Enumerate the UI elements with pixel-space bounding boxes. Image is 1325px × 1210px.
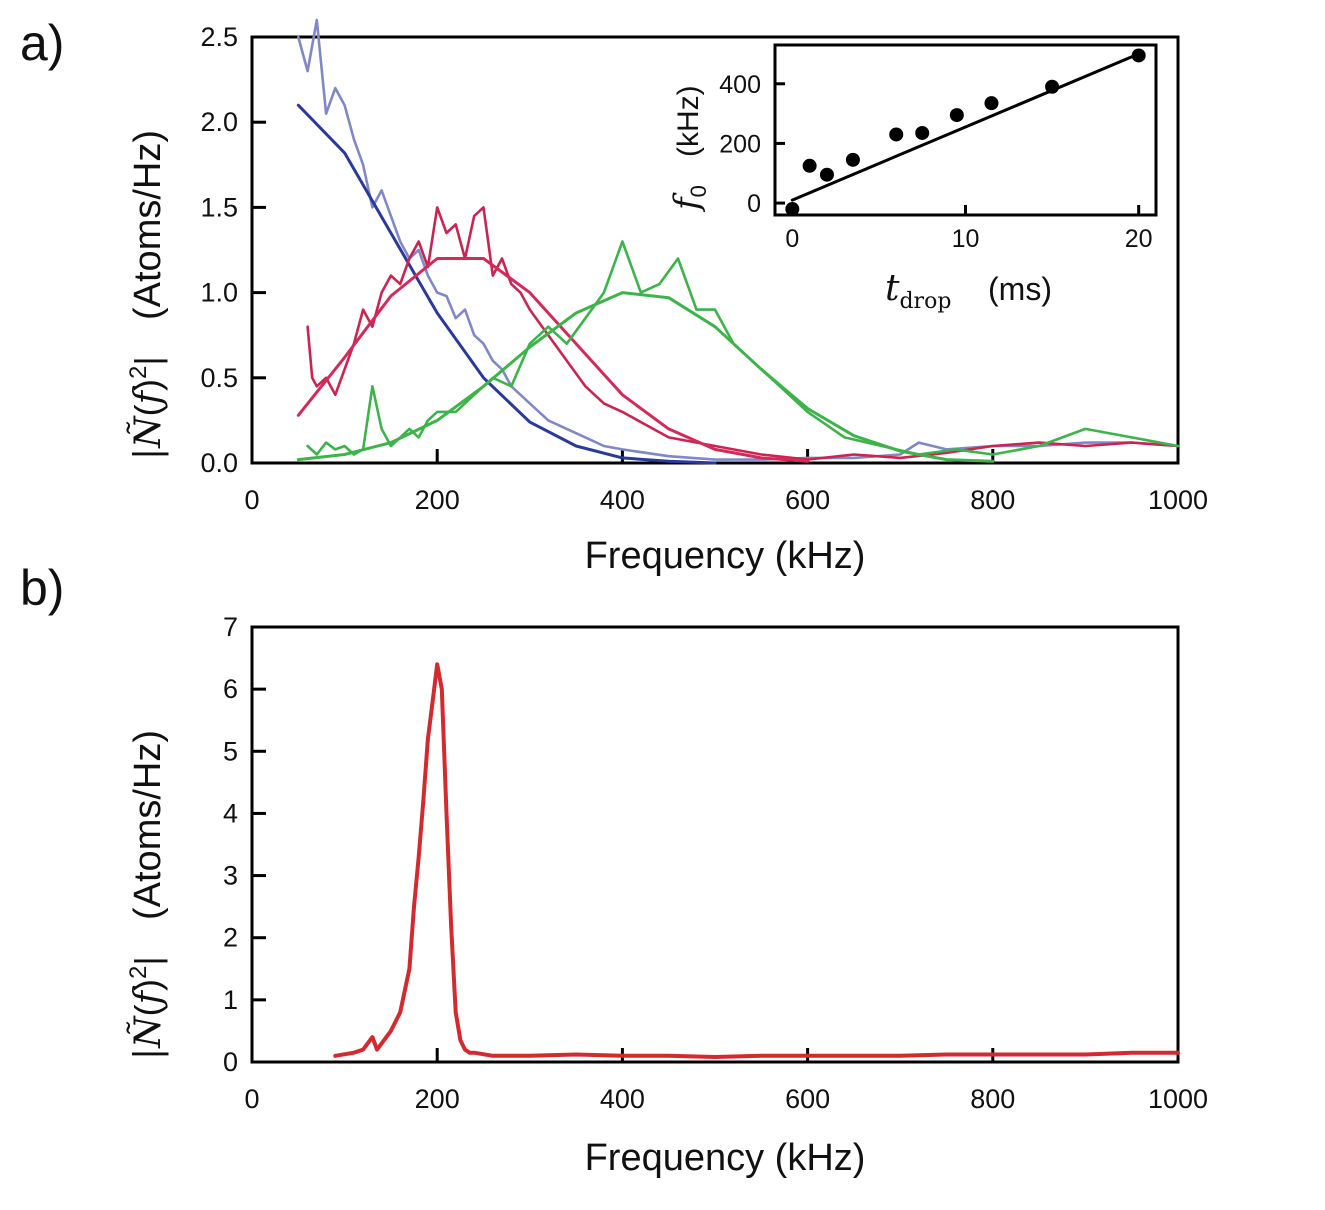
panel-b-xtick-label: 1000 <box>1148 1084 1208 1114</box>
panel-a-ytick-label: 0.0 <box>200 448 238 478</box>
panel-a-ylabel-math: |Ñ(f)2| <box>125 356 169 460</box>
inset-ylabel-math: f0 <box>667 185 711 213</box>
panel-a-red-data-line <box>306 206 1180 461</box>
panel-a-ytick-label: 2.0 <box>200 107 238 137</box>
inset-ylabel-unit: (kHz) <box>672 85 705 157</box>
inset-data-point <box>984 96 999 111</box>
panel-b-ytick-label: 7 <box>223 612 238 642</box>
panel-a-xtick-label: 1000 <box>1148 485 1208 515</box>
inset-data-point <box>845 152 860 167</box>
inset-data-point <box>785 202 800 217</box>
panel-b-ticks: 0 200 400 600 800 1000 0 1 2 3 4 5 6 7 <box>223 612 1208 1114</box>
inset-data-point <box>1131 48 1146 63</box>
panel-a-ytick-label: 1.5 <box>200 192 238 222</box>
panel-a-ytick-label: 1.0 <box>200 278 238 308</box>
panel-b-xtick-label: 400 <box>600 1084 645 1114</box>
panel-b-ylabel-unit: (Atoms/Hz) <box>127 730 169 920</box>
panel-b-xtick-label: 600 <box>785 1084 830 1114</box>
panel-a-ytick-label: 2.5 <box>200 22 238 52</box>
inset-data-point <box>819 167 834 182</box>
panel-b-series <box>333 662 1180 1059</box>
panel-a-ylabel: |Ñ(f)2| (Atoms/Hz) <box>125 130 169 460</box>
inset-series <box>785 48 1146 217</box>
panel-a-blue-data-line <box>296 18 1180 461</box>
panel-a-label: a) <box>20 15 64 71</box>
panel-b-ytick-label: 5 <box>223 736 238 766</box>
panel-a-green-data-line <box>306 240 1180 456</box>
inset-xtick-label: 20 <box>1125 225 1153 253</box>
panel-b-ylabel-math: |Ñ(f)2| <box>125 956 169 1060</box>
panel-b-xtick-label: 800 <box>970 1084 1015 1114</box>
inset-data-point <box>1045 79 1060 94</box>
panel-a-red-fit-line <box>296 257 810 463</box>
panel-b-xtick-label: 200 <box>415 1084 460 1114</box>
panel-b-ytick-label: 2 <box>223 923 238 953</box>
panel-b-ylabel: |Ñ(f)2| (Atoms/Hz) <box>125 730 169 1060</box>
panel-b-xlabel: Frequency (kHz) <box>585 1137 866 1179</box>
panel-b-xtick-label: 0 <box>244 1084 259 1114</box>
inset-data-point <box>802 158 817 173</box>
inset-xtick-label: 0 <box>785 225 799 253</box>
panel-a-xtick-label: 600 <box>785 485 830 515</box>
panel-a-xtick-label: 800 <box>970 485 1015 515</box>
inset-ytick-label: 0 <box>747 190 761 218</box>
panel-a-series <box>296 18 1180 465</box>
panel-a-ylabel-unit: (Atoms/Hz) <box>127 130 169 320</box>
panel-a-green-fit-line <box>296 291 995 463</box>
inset-ytick-label: 200 <box>719 130 761 158</box>
inset-xlabel-math: tdrop <box>885 268 951 314</box>
inset-data-point <box>915 125 930 140</box>
inset-ytick-label: 400 <box>719 71 761 99</box>
panel-a-xtick-label: 400 <box>600 485 645 515</box>
panel-b-ytick-label: 3 <box>223 861 238 891</box>
panel-b-ytick-label: 1 <box>223 985 238 1015</box>
panel-b-chart: 0 200 400 600 800 1000 0 1 2 3 4 5 6 7 <box>223 612 1208 1114</box>
panel-a-xlabel: Frequency (kHz) <box>585 535 866 577</box>
inset-data-point <box>889 127 904 142</box>
inset-xlabel-unit: (ms) <box>988 271 1052 307</box>
inset-data-point <box>949 108 964 123</box>
inset-fit-line <box>790 52 1141 202</box>
inset-ylabel: f0 (kHz) <box>667 85 711 213</box>
panel-b-ytick-label: 4 <box>223 798 238 828</box>
panel-a-ytick-label: 0.5 <box>200 363 238 393</box>
panel-a-blue-fit-line <box>296 103 717 465</box>
panel-b-red-data-line <box>333 662 1180 1059</box>
inset-xtick-label: 10 <box>952 225 980 253</box>
panel-a-xtick-label: 200 <box>415 485 460 515</box>
panel-b-label: b) <box>20 560 64 616</box>
panel-b-ytick-label: 0 <box>223 1047 238 1077</box>
panel-b-frame <box>250 625 1180 1064</box>
panel-a-xtick-label: 0 <box>244 485 259 515</box>
panel-b-ytick-label: 6 <box>223 674 238 704</box>
